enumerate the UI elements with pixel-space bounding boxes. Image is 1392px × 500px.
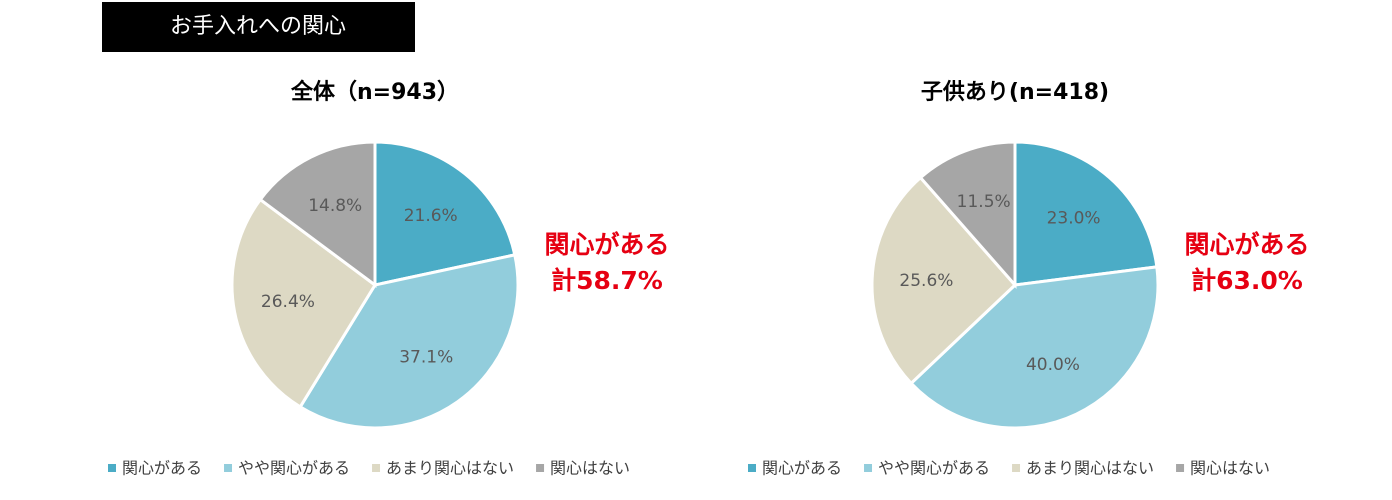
data-label: 11.5% <box>957 192 1011 212</box>
legend-label: 関心はない <box>1190 459 1270 478</box>
data-label: 23.0% <box>1047 208 1101 228</box>
legend-marker <box>748 464 756 472</box>
pie-slice <box>870 175 1018 386</box>
chart-title: 子供あり(n=418) <box>921 79 1109 105</box>
data-label: 14.8% <box>308 196 362 216</box>
annotation: 関心がある <box>1184 230 1309 259</box>
legend-label: 関心がある <box>762 459 842 478</box>
pie-slice <box>909 265 1160 430</box>
legend-marker <box>372 464 381 472</box>
legend-marker <box>536 464 545 472</box>
legend-marker <box>108 464 116 472</box>
chart-title: 全体（n=943） <box>290 79 459 105</box>
pie-slice <box>230 197 377 409</box>
pie-slice <box>298 253 520 430</box>
pie-slice <box>918 140 1017 289</box>
annotation: 関心がある <box>544 230 669 259</box>
data-label: 26.4% <box>261 292 315 312</box>
data-label: 21.6% <box>404 206 458 226</box>
legend-label: やや関心がある <box>238 459 350 478</box>
data-label: 37.1% <box>399 347 453 367</box>
legend-label: やや関心がある <box>878 459 990 478</box>
legend-marker <box>1012 464 1021 472</box>
annotation: 計58.7% <box>551 266 663 295</box>
data-label: 25.6% <box>899 271 953 291</box>
pie-slice <box>1013 140 1159 287</box>
header-title: お手入れへの関心 <box>170 14 346 39</box>
pie-slice <box>258 140 377 288</box>
pie-slice <box>373 140 517 287</box>
legend-label: あまり関心はない <box>386 459 514 478</box>
legend-label: 関心はない <box>550 459 630 478</box>
legend-label: 関心がある <box>122 459 202 478</box>
annotation: 計63.0% <box>1191 266 1303 295</box>
data-label: 40.0% <box>1026 355 1080 375</box>
legend-marker <box>864 464 873 472</box>
legend-label: あまり関心はない <box>1026 459 1154 478</box>
legend-marker <box>224 464 233 472</box>
header-box <box>102 2 415 52</box>
legend-marker <box>1176 464 1185 472</box>
